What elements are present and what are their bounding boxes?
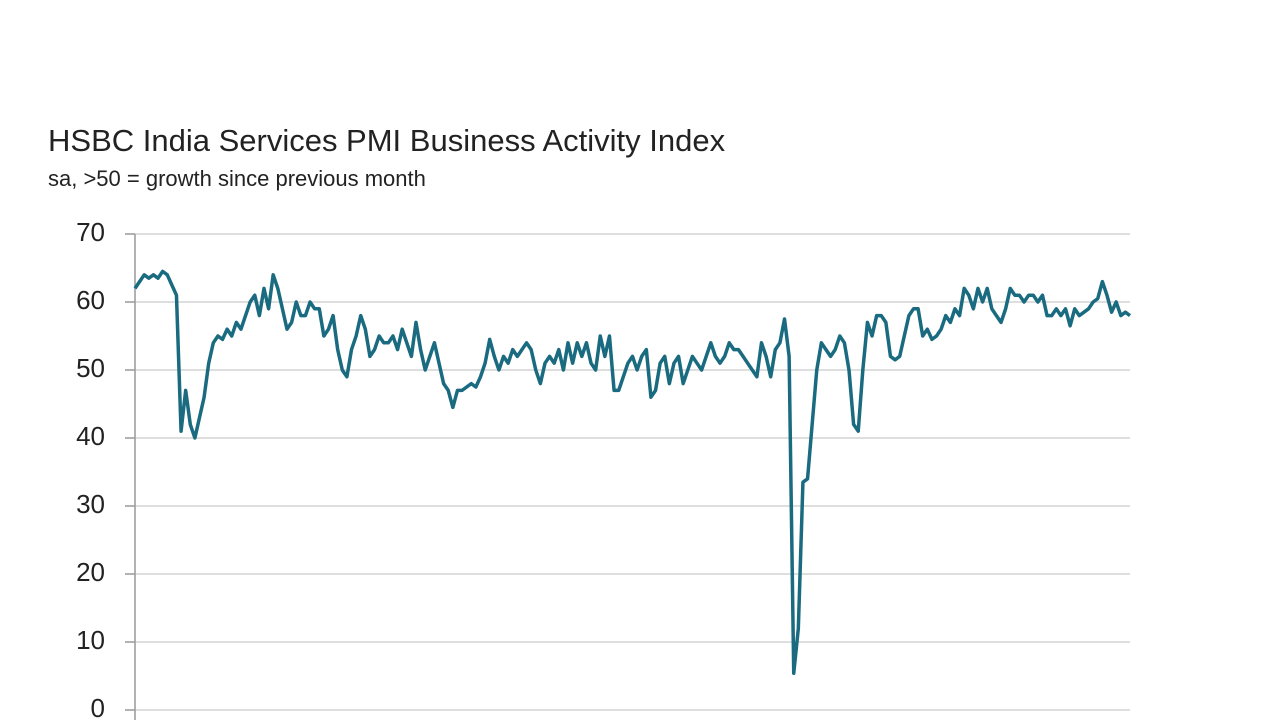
y-tick-label: 60 [76, 285, 105, 315]
chart-title: HSBC India Services PMI Business Activit… [48, 123, 726, 158]
data-line [133, 269, 1132, 676]
y-tick-label: 40 [76, 421, 105, 451]
y-tick-label: 20 [76, 557, 105, 587]
y-tick-label: 30 [76, 489, 105, 519]
chart-subtitle: sa, >50 = growth since previous month [48, 166, 426, 191]
y-tick-label: 50 [76, 353, 105, 383]
y-tick-label: 0 [91, 693, 105, 720]
y-tick-label: 10 [76, 625, 105, 655]
y-tick-label: 70 [76, 217, 105, 247]
